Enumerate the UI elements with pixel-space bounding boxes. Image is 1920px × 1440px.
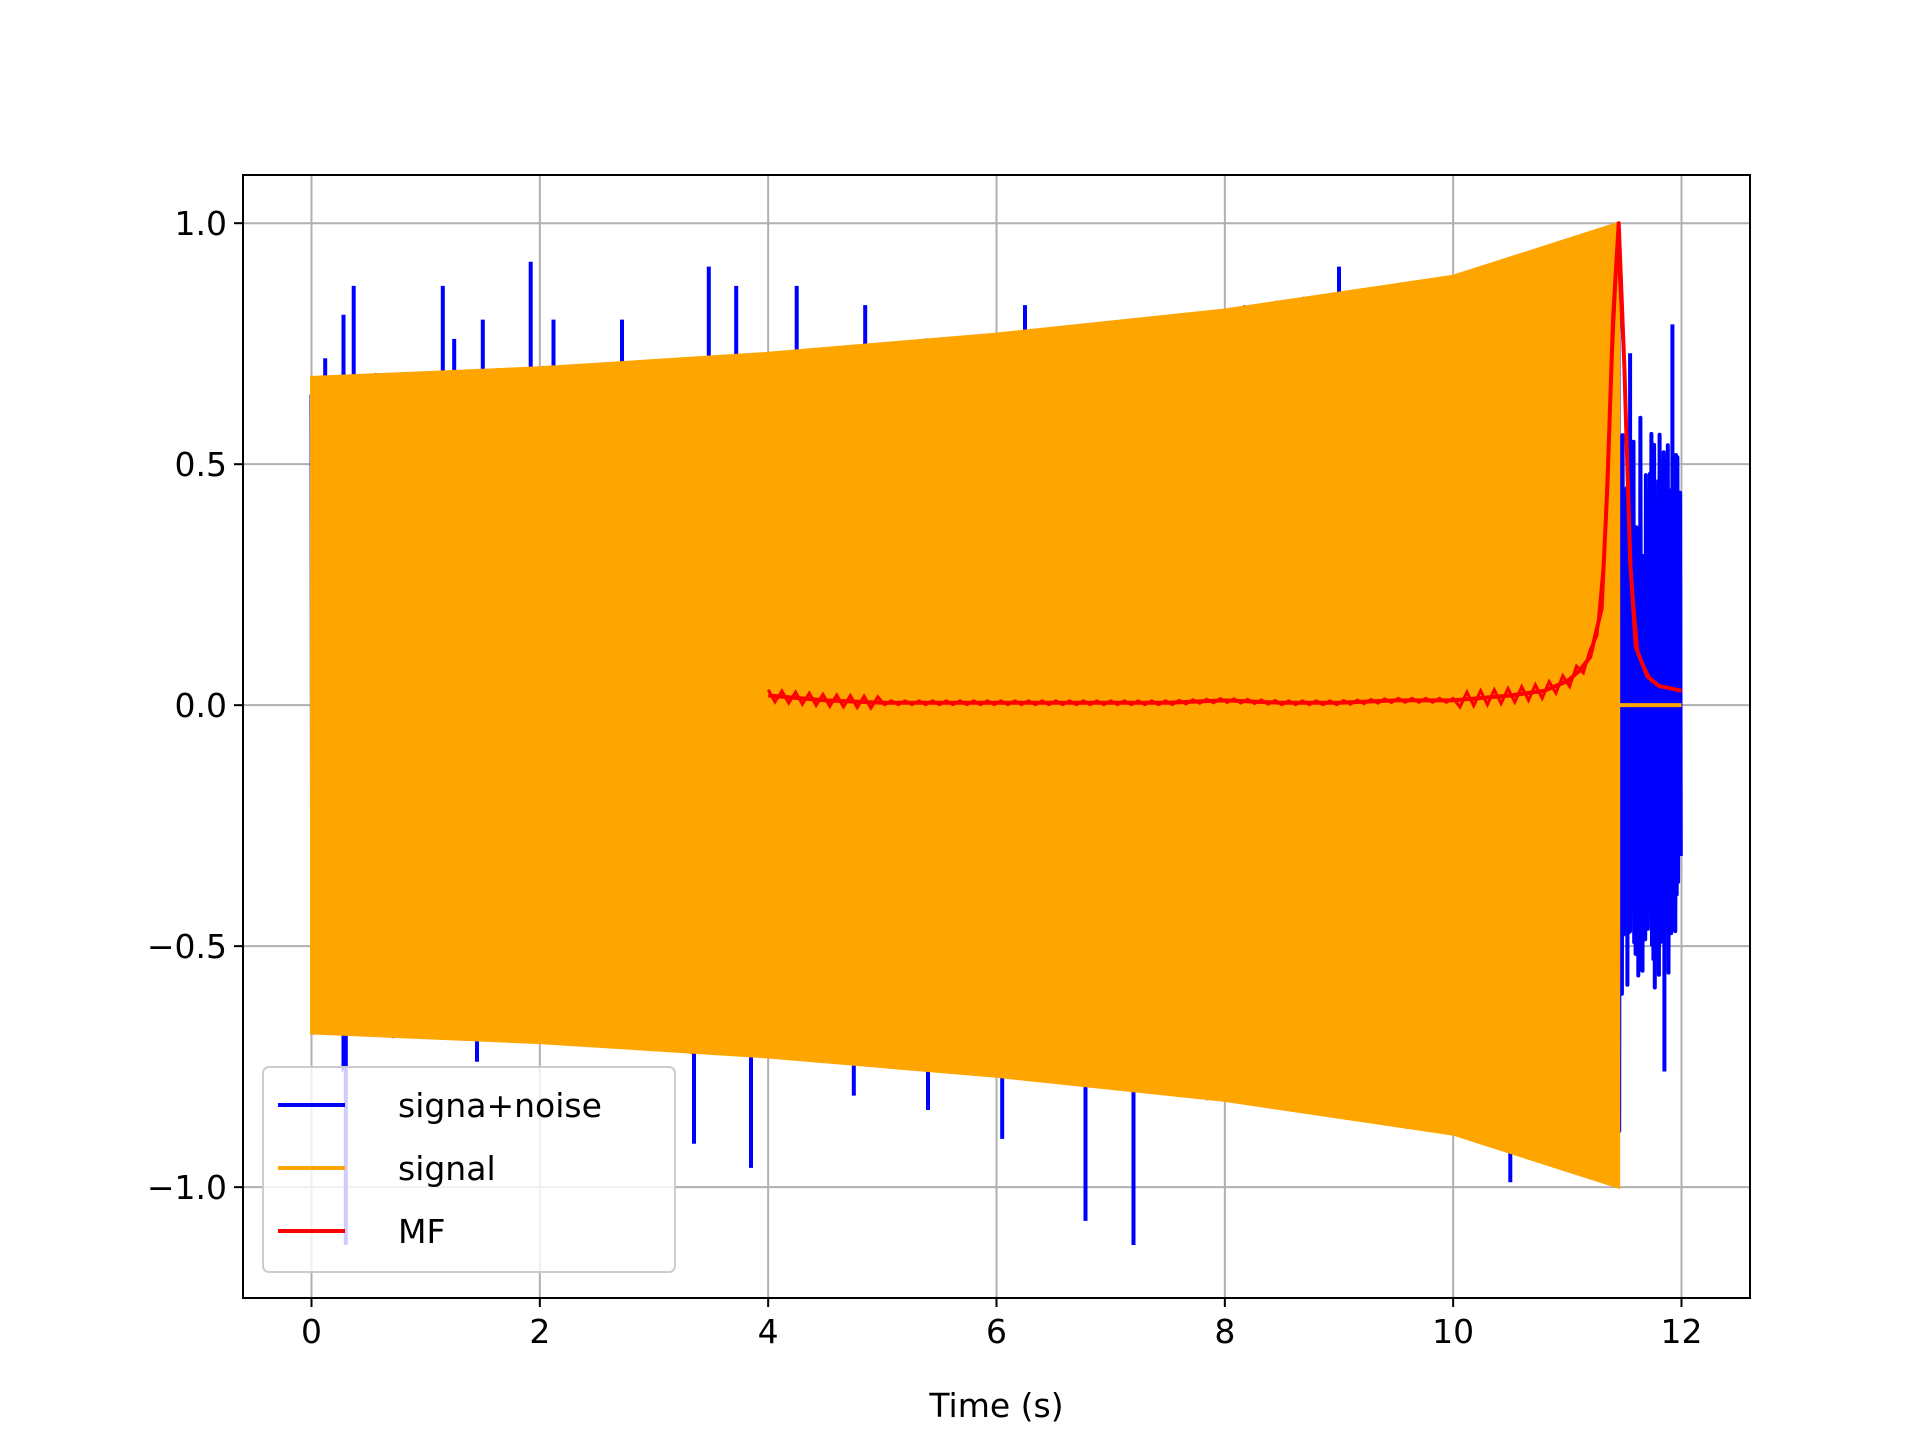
x-tick-label: 10: [1432, 1312, 1474, 1351]
x-tick-label: 0: [301, 1312, 322, 1351]
y-tick-label: 1.0: [175, 204, 227, 243]
y-tick-label: 0.0: [175, 686, 227, 725]
series-mf-oscillation: [766, 240, 1654, 712]
y-tick-label: 0.5: [175, 445, 227, 484]
x-tick-label: 6: [986, 1312, 1007, 1351]
legend: signa+noise signal MF: [262, 1066, 676, 1273]
plot-series: [309, 221, 1683, 1245]
x-tick-label: 12: [1661, 1312, 1703, 1351]
x-tick-label: 2: [529, 1312, 550, 1351]
legend-box: [262, 1066, 676, 1273]
legend-label: MF: [398, 1212, 445, 1251]
x-axis-label: Time (s): [928, 1386, 1063, 1425]
axis-ticks: 0 2 4 6 8 10 12 1.0 0.5 0.0 −0.5 −1.0: [147, 204, 1703, 1351]
x-tick-label: 4: [758, 1312, 779, 1351]
y-tick-label: −1.0: [147, 1168, 227, 1207]
legend-label: signal: [398, 1149, 496, 1188]
y-tick-label: −0.5: [147, 927, 227, 966]
x-tick-label: 8: [1214, 1312, 1235, 1351]
legend-label: signa+noise: [398, 1086, 602, 1125]
